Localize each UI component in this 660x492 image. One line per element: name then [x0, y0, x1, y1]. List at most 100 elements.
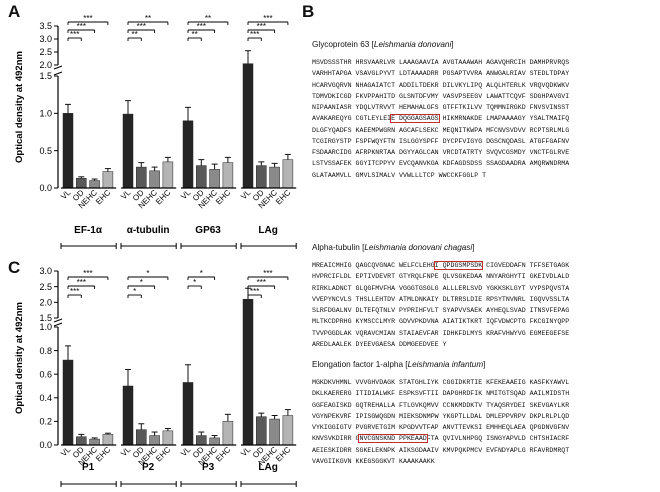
sig-label: * — [200, 269, 203, 278]
sig-label: * — [133, 287, 136, 296]
y-tick-label: 3.5 — [39, 21, 52, 31]
sig-label: *** — [257, 278, 266, 287]
sig-label: *** — [263, 269, 272, 278]
sequence-title: Glycoprotein 63 [Leishmania donovani] — [312, 40, 652, 49]
bar-group — [122, 100, 174, 189]
sequence-segment: CIGVEDDAFN TFFSETGAGK — [482, 262, 570, 269]
y-tick-label: 0.0 — [39, 183, 52, 193]
bar-ehc — [222, 162, 234, 189]
sequence-line: VAVGIIKGVN KKEGSGGKVT KAAAKAAKK — [312, 457, 435, 465]
sequence-line: DLGFYQADFS KAEEMPWGRN AGCAFLSEKC MEQNITK… — [312, 126, 570, 134]
sig-label: *** — [77, 278, 86, 287]
category-label: GP63 — [195, 225, 221, 236]
category-label: α-tubulin — [127, 225, 170, 236]
sequence-block: Elongation factor 1-alpha [Leishmania in… — [312, 360, 652, 467]
bar-vl — [182, 382, 194, 446]
bar-vl — [242, 298, 254, 446]
sequence-line: GGFEAGISKD GQTREHALLA FTLGVKQMVV CCNKMDD… — [312, 401, 570, 409]
bar-vl — [122, 385, 134, 446]
y-axis-title: Optical density at 492nm — [14, 51, 25, 163]
sig-label: ** — [132, 30, 138, 39]
sig-label: ** — [145, 14, 151, 23]
sequence-line: RIRKLADNCT GLQGFMVFHA VGGGTGSGLG ALLLERL… — [312, 284, 570, 292]
axis-break-mark — [53, 71, 63, 76]
category-label: P1 — [82, 462, 95, 473]
epitope-highlight: E DQGGAGSAGS — [390, 114, 440, 124]
bar-ehc — [102, 171, 114, 189]
sig-label: *** — [250, 287, 259, 296]
y-tick-label: 2.0 — [39, 60, 52, 70]
bar-vl — [122, 113, 134, 189]
sequence-lines: MSVDSSSTHR HRSVAARLVR LAAAGAAVIA AVGTAAA… — [312, 57, 652, 181]
chart-c: 0.0 0.2 0.4 0.6 0.8 1.01.5 2.0 2.5 3.0 Optical de… — [14, 266, 297, 487]
bar-vl — [62, 359, 74, 446]
sequence-line: MREAICMHIG QAGCQVGNAC WELFCLEHGI QPDGSMP… — [312, 260, 652, 271]
sequence-line: TCGIRGYSTP FSPFWQYFTN ISLGGYSPFF DYCPFVI… — [312, 137, 570, 145]
y-tick-label: 0.4 — [39, 393, 52, 403]
panel-letter-b: B — [302, 2, 315, 21]
sequence-line: HCARVGQRVN NHAGAIATCT ADDILTDEKR DILVKYL… — [312, 81, 570, 89]
sig-label: * — [140, 278, 143, 287]
bar-group — [242, 287, 294, 446]
sequence-line: AREDLAALEK DYEEVGAESA DDMGEEDVEE Y — [312, 340, 447, 348]
category-label: P2 — [142, 462, 155, 473]
sequence-line: MGKDKVHMNL VVVGHVDAGK STATGHLIYK CGGIDKR… — [312, 379, 570, 386]
y-axis-title: Optical density at 492nm — [14, 302, 25, 414]
y-tick-label: 2.5 — [39, 47, 52, 57]
sig-label: ** — [205, 14, 211, 23]
x-tick-label: VL — [119, 188, 133, 202]
category-label: LAg — [258, 462, 277, 473]
sequence-line: VVEPYNCVLS THSLLEHTDV ATMLDNKAIY DLTRRSL… — [312, 295, 570, 303]
y-tick-label: 2.0 — [39, 298, 52, 308]
species-name: Leishmania donovani chagasi — [364, 243, 473, 252]
sequence-line: AVAKAREQYG CGTLEYLEIE DQGGAGSAGS HIKMRNA… — [312, 113, 652, 124]
x-tick-label: EHC — [94, 445, 112, 463]
protein-name: Alpha-tubulin [ — [312, 243, 365, 252]
epitope-highlight: I QPDGSMPSDK — [433, 261, 484, 270]
sig-label: *** — [83, 14, 92, 23]
sequence-line: LSTVSSAFEK GGYITCPPYV EVCQANVKGA KDFAGDS… — [312, 160, 570, 168]
x-tick-label: VL — [239, 445, 253, 459]
bar-group — [182, 106, 234, 189]
y-tick-label: 3.0 — [39, 266, 52, 276]
sequence-line: MSVDSSSTHR HRSVAARLVR LAAAGAAVIA AVGTAAA… — [312, 59, 570, 66]
bar-od — [76, 178, 87, 189]
bar-od — [136, 166, 147, 189]
sequence-segment: AVAKAREQYG CGTLEYLEI — [312, 115, 392, 123]
y-tick-label: 1.5 — [39, 313, 52, 323]
y-tick-label: 0.6 — [39, 369, 52, 379]
axis-break-mark — [53, 322, 63, 327]
y-tick-label: 1.5 — [39, 71, 52, 81]
sequence-block: Alpha-tubulin [Leishmania donovani chaga… — [312, 243, 652, 350]
sequence-line: TVVPGGDLAK VQRAVCMIAN STAIAEVFAR IDHKFDL… — [312, 329, 570, 337]
sig-label: *** — [137, 22, 146, 31]
sequence-line: VYKIGGIGTV PVGRVETGIM KPGDVVTFAP ANVTTEV… — [312, 424, 570, 431]
species-name: Leishmania infantum — [407, 360, 484, 369]
bar-vl — [182, 120, 194, 189]
axis-break-mark — [53, 65, 63, 70]
x-tick-label: EHC — [94, 188, 112, 206]
sig-label: *** — [257, 22, 266, 31]
bar-group — [182, 364, 234, 446]
sequence-lines: MGKDKVHMNL VVVGHVDAGK STATGHLIYK CGGIDKR… — [312, 377, 652, 467]
sequence-segment: KNVSVKDIRR G — [312, 435, 360, 443]
y-tick-label: 1.0 — [39, 109, 52, 119]
x-tick-label: VL — [59, 445, 73, 459]
chart-a: 0.0 0.5 1.0 1.52.0 2.5 3.0 3.5 Optical density … — [14, 14, 297, 249]
axis-break-mark — [53, 318, 63, 323]
x-tick-label: VL — [119, 445, 133, 459]
bar-ehc — [102, 434, 114, 446]
category-label: LAg — [258, 225, 277, 236]
x-tick-label: VL — [59, 188, 73, 202]
sequence-line: NIPAANIASR YDQLVTRVVT HEMAHALGFS GTFFTKI… — [312, 104, 570, 111]
bar-nehc — [149, 435, 160, 446]
bar-nehc — [149, 170, 160, 189]
y-tick-label: 1.0 — [39, 322, 52, 332]
sequence-title: Alpha-tubulin [Leishmania donovani chaga… — [312, 243, 652, 252]
bar-group — [62, 103, 114, 189]
sequence-segment: HIKMRNAKDE LMAPAAAAGY YSALTMAIFQ — [438, 115, 570, 123]
sequence-line: VARHHTAPGA VSAVGLPYVT LDTAAAADRR PGSAPTV… — [312, 70, 570, 78]
sequence-line: SLRFDGALNV DLTEFQTNLV PYPRIHFVLT SYAPVVS… — [312, 307, 570, 314]
sig-label: *** — [70, 287, 79, 296]
